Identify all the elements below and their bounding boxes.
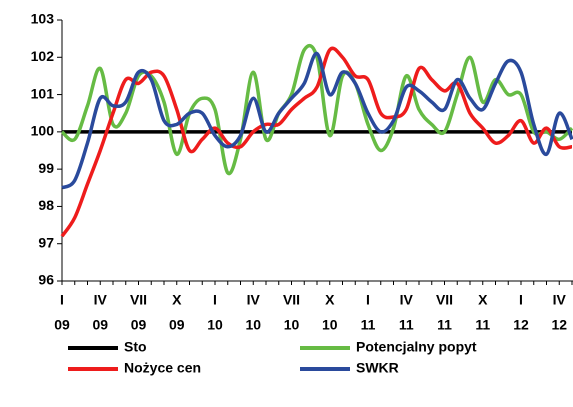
x-tick-label: 09 xyxy=(131,317,147,333)
x-tick-label: 11 xyxy=(361,317,376,333)
legend-label: SWKR xyxy=(356,360,399,376)
x-tick-label: 10 xyxy=(245,317,261,333)
x-tick-label: IV xyxy=(400,292,414,308)
y-tick-label: 100 xyxy=(31,123,55,139)
x-tick-label: IV xyxy=(94,292,108,308)
y-tick-label: 103 xyxy=(31,11,55,27)
x-tick-label: VII xyxy=(130,292,147,308)
x-tick-label: 11 xyxy=(475,317,490,333)
y-tick-label: 97 xyxy=(38,234,54,250)
y-tick-label: 99 xyxy=(38,160,54,176)
x-tick-label: 09 xyxy=(92,317,108,333)
x-tick-label: VII xyxy=(436,292,453,308)
x-tick-label: I xyxy=(213,292,217,308)
legend-label: Potencjalny popyt xyxy=(356,339,477,355)
x-tick-label: 09 xyxy=(169,317,185,333)
legend-label: Sto xyxy=(124,339,147,355)
x-tick-label: IV xyxy=(553,292,567,308)
x-tick-label: 12 xyxy=(513,317,529,333)
x-tick-label: I xyxy=(60,292,64,308)
x-tick-label: 11 xyxy=(399,317,414,333)
x-tick-label: I xyxy=(366,292,370,308)
x-tick-label: VII xyxy=(283,292,300,308)
x-tick-label: 09 xyxy=(54,317,70,333)
x-tick-label: X xyxy=(325,292,335,308)
x-tick-label: 12 xyxy=(551,317,567,333)
x-tick-label: I xyxy=(519,292,523,308)
x-tick-label: 11 xyxy=(437,317,452,333)
x-tick-label: 10 xyxy=(207,317,223,333)
x-tick-label: X xyxy=(478,292,488,308)
y-tick-label: 101 xyxy=(31,85,55,101)
series-line xyxy=(61,51,573,190)
x-tick-label: 10 xyxy=(322,317,338,333)
series-line xyxy=(60,43,573,176)
x-tick-label: IV xyxy=(247,292,261,308)
x-tick-label: 10 xyxy=(284,317,300,333)
y-tick-label: 102 xyxy=(31,48,55,64)
x-tick-label: X xyxy=(172,292,182,308)
y-tick-label: 96 xyxy=(38,272,54,288)
y-tick-label: 98 xyxy=(38,197,54,213)
legend-label: Nożyce cen xyxy=(124,360,201,376)
